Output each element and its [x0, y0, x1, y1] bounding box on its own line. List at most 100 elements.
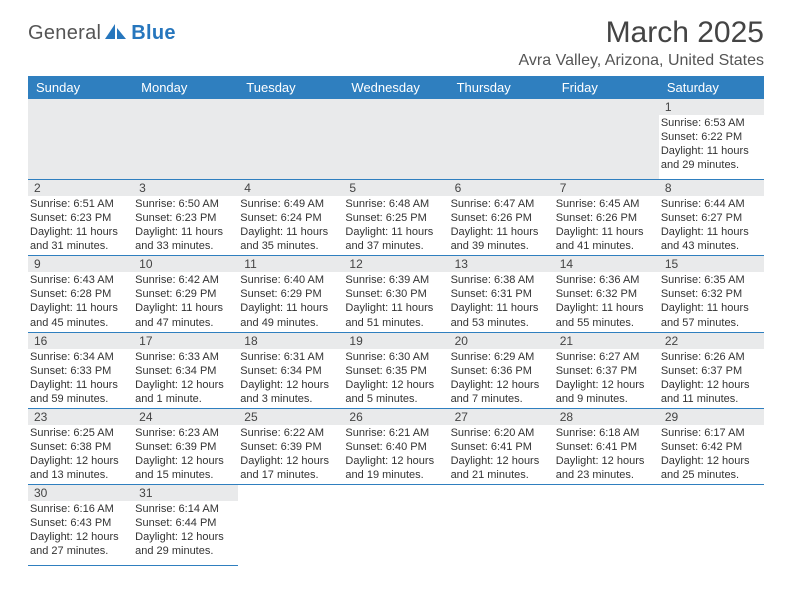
daylight-text: Daylight: 11 hours and 37 minutes. [345, 225, 444, 253]
day-details: Sunrise: 6:22 AMSunset: 6:39 PMDaylight:… [238, 425, 343, 484]
sunset-text: Sunset: 6:31 PM [451, 287, 550, 301]
day-number: 26 [343, 409, 448, 425]
daylight-text: Daylight: 12 hours and 13 minutes. [30, 454, 129, 482]
day-cell: 5Sunrise: 6:48 AMSunset: 6:25 PMDaylight… [343, 180, 448, 256]
day-number: 10 [133, 256, 238, 272]
calendar-page: General Blue March 2025 Avra Valley, Ari… [0, 0, 792, 612]
day-number: 9 [28, 256, 133, 272]
sunset-text: Sunset: 6:38 PM [30, 440, 129, 454]
sunset-text: Sunset: 6:30 PM [345, 287, 444, 301]
day-number: 29 [659, 409, 764, 425]
sunset-text: Sunset: 6:43 PM [30, 516, 129, 530]
daylight-text: Daylight: 12 hours and 23 minutes. [556, 454, 655, 482]
sunset-text: Sunset: 6:33 PM [30, 364, 129, 378]
day-cell: 8Sunrise: 6:44 AMSunset: 6:27 PMDaylight… [659, 180, 764, 256]
daylight-text: Daylight: 11 hours and 33 minutes. [135, 225, 234, 253]
sunset-text: Sunset: 6:27 PM [661, 211, 760, 225]
calendar-row: 23Sunrise: 6:25 AMSunset: 6:38 PMDayligh… [28, 408, 764, 484]
sunrise-text: Sunrise: 6:18 AM [556, 426, 655, 440]
daylight-text: Daylight: 11 hours and 29 minutes. [661, 144, 760, 172]
daylight-text: Daylight: 11 hours and 47 minutes. [135, 301, 234, 329]
sunset-text: Sunset: 6:32 PM [556, 287, 655, 301]
sunrise-text: Sunrise: 6:39 AM [345, 273, 444, 287]
day-number: 24 [133, 409, 238, 425]
day-cell: 31Sunrise: 6:14 AMSunset: 6:44 PMDayligh… [133, 485, 238, 566]
daylight-text: Daylight: 12 hours and 17 minutes. [240, 454, 339, 482]
sunset-text: Sunset: 6:29 PM [135, 287, 234, 301]
weekday-header: Saturday [659, 76, 764, 99]
daylight-text: Daylight: 12 hours and 15 minutes. [135, 454, 234, 482]
day-number: 18 [238, 333, 343, 349]
day-details: Sunrise: 6:53 AMSunset: 6:22 PMDaylight:… [659, 115, 764, 174]
daylight-text: Daylight: 11 hours and 39 minutes. [451, 225, 550, 253]
sunrise-text: Sunrise: 6:49 AM [240, 197, 339, 211]
sunrise-text: Sunrise: 6:23 AM [135, 426, 234, 440]
daylight-text: Daylight: 12 hours and 11 minutes. [661, 378, 760, 406]
day-details: Sunrise: 6:21 AMSunset: 6:40 PMDaylight:… [343, 425, 448, 484]
sunrise-text: Sunrise: 6:45 AM [556, 197, 655, 211]
daylight-text: Daylight: 12 hours and 27 minutes. [30, 530, 129, 558]
sunset-text: Sunset: 6:36 PM [451, 364, 550, 378]
calendar-table: SundayMondayTuesdayWednesdayThursdayFrid… [28, 76, 764, 566]
page-title: March 2025 [519, 16, 764, 50]
day-cell: 4Sunrise: 6:49 AMSunset: 6:24 PMDaylight… [238, 180, 343, 256]
day-details: Sunrise: 6:25 AMSunset: 6:38 PMDaylight:… [28, 425, 133, 484]
day-number: 5 [343, 180, 448, 196]
sunset-text: Sunset: 6:37 PM [556, 364, 655, 378]
day-cell: 15Sunrise: 6:35 AMSunset: 6:32 PMDayligh… [659, 256, 764, 332]
sunset-text: Sunset: 6:25 PM [345, 211, 444, 225]
day-cell: 3Sunrise: 6:50 AMSunset: 6:23 PMDaylight… [133, 180, 238, 256]
sunset-text: Sunset: 6:23 PM [135, 211, 234, 225]
day-details: Sunrise: 6:31 AMSunset: 6:34 PMDaylight:… [238, 349, 343, 408]
day-details: Sunrise: 6:33 AMSunset: 6:34 PMDaylight:… [133, 349, 238, 408]
day-cell: 26Sunrise: 6:21 AMSunset: 6:40 PMDayligh… [343, 408, 448, 484]
sunset-text: Sunset: 6:40 PM [345, 440, 444, 454]
daylight-text: Daylight: 11 hours and 43 minutes. [661, 225, 760, 253]
day-number: 30 [28, 485, 133, 501]
day-details: Sunrise: 6:26 AMSunset: 6:37 PMDaylight:… [659, 349, 764, 408]
daylight-text: Daylight: 12 hours and 7 minutes. [451, 378, 550, 406]
day-details: Sunrise: 6:17 AMSunset: 6:42 PMDaylight:… [659, 425, 764, 484]
sunrise-text: Sunrise: 6:40 AM [240, 273, 339, 287]
calendar-row: 16Sunrise: 6:34 AMSunset: 6:33 PMDayligh… [28, 332, 764, 408]
day-details: Sunrise: 6:51 AMSunset: 6:23 PMDaylight:… [28, 196, 133, 255]
day-number: 7 [554, 180, 659, 196]
day-details: Sunrise: 6:30 AMSunset: 6:35 PMDaylight:… [343, 349, 448, 408]
sunset-text: Sunset: 6:32 PM [661, 287, 760, 301]
day-cell: 16Sunrise: 6:34 AMSunset: 6:33 PMDayligh… [28, 332, 133, 408]
day-cell: 20Sunrise: 6:29 AMSunset: 6:36 PMDayligh… [449, 332, 554, 408]
day-details: Sunrise: 6:42 AMSunset: 6:29 PMDaylight:… [133, 272, 238, 331]
day-details: Sunrise: 6:48 AMSunset: 6:25 PMDaylight:… [343, 196, 448, 255]
day-number: 1 [659, 99, 764, 115]
daylight-text: Daylight: 11 hours and 31 minutes. [30, 225, 129, 253]
day-details: Sunrise: 6:34 AMSunset: 6:33 PMDaylight:… [28, 349, 133, 408]
sunset-text: Sunset: 6:22 PM [661, 130, 760, 144]
weekday-header: Monday [133, 76, 238, 99]
empty-cell [28, 99, 659, 180]
day-cell: 25Sunrise: 6:22 AMSunset: 6:39 PMDayligh… [238, 408, 343, 484]
sunrise-text: Sunrise: 6:17 AM [661, 426, 760, 440]
sunset-text: Sunset: 6:44 PM [135, 516, 234, 530]
day-number: 11 [238, 256, 343, 272]
day-details: Sunrise: 6:43 AMSunset: 6:28 PMDaylight:… [28, 272, 133, 331]
day-details: Sunrise: 6:18 AMSunset: 6:41 PMDaylight:… [554, 425, 659, 484]
empty-cell [238, 485, 343, 566]
sunset-text: Sunset: 6:39 PM [240, 440, 339, 454]
empty-cell [343, 485, 448, 566]
day-cell: 27Sunrise: 6:20 AMSunset: 6:41 PMDayligh… [449, 408, 554, 484]
sail-icon [105, 22, 127, 45]
calendar-row: 1Sunrise: 6:53 AMSunset: 6:22 PMDaylight… [28, 99, 764, 180]
day-details: Sunrise: 6:23 AMSunset: 6:39 PMDaylight:… [133, 425, 238, 484]
day-cell: 9Sunrise: 6:43 AMSunset: 6:28 PMDaylight… [28, 256, 133, 332]
day-cell: 11Sunrise: 6:40 AMSunset: 6:29 PMDayligh… [238, 256, 343, 332]
sunset-text: Sunset: 6:41 PM [451, 440, 550, 454]
sunrise-text: Sunrise: 6:22 AM [240, 426, 339, 440]
day-number: 6 [449, 180, 554, 196]
day-number: 12 [343, 256, 448, 272]
day-number: 25 [238, 409, 343, 425]
day-number: 14 [554, 256, 659, 272]
sunrise-text: Sunrise: 6:35 AM [661, 273, 760, 287]
calendar-row: 30Sunrise: 6:16 AMSunset: 6:43 PMDayligh… [28, 485, 764, 566]
day-cell: 2Sunrise: 6:51 AMSunset: 6:23 PMDaylight… [28, 180, 133, 256]
day-cell: 24Sunrise: 6:23 AMSunset: 6:39 PMDayligh… [133, 408, 238, 484]
